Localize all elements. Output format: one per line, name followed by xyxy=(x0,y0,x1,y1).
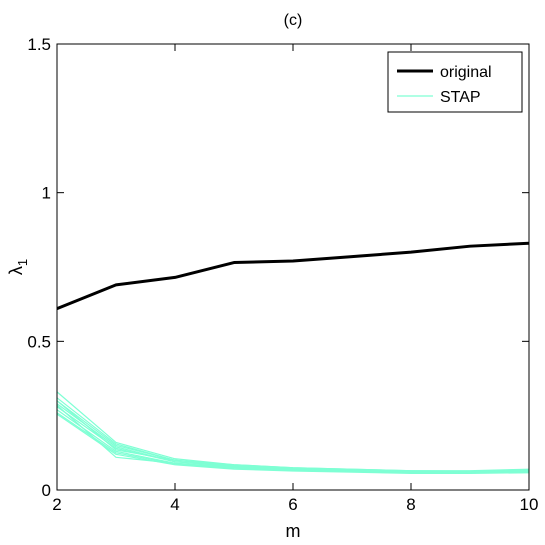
legend-label-stap: STAP xyxy=(440,89,481,106)
x-tick-label: 4 xyxy=(170,495,179,514)
chart-title: (c) xyxy=(284,12,303,29)
series-stap-line xyxy=(56,413,530,474)
y-axis-label-subscript: 1 xyxy=(15,259,30,266)
x-tick-label: 6 xyxy=(288,495,297,514)
x-tick-label: 10 xyxy=(520,495,539,514)
series-stap-line xyxy=(56,404,530,474)
legend-label-original: original xyxy=(440,64,492,81)
y-tick-label: 0.5 xyxy=(27,332,51,351)
x-tick-label: 8 xyxy=(406,495,415,514)
series-stap-line xyxy=(56,406,530,473)
y-tick-label: 1 xyxy=(42,184,51,203)
series-stap-line xyxy=(56,409,530,474)
x-axis-label: m xyxy=(286,521,301,541)
y-tick-label: 0 xyxy=(42,481,51,500)
x-tick-label: 2 xyxy=(52,495,61,514)
series-original-line xyxy=(56,241,530,311)
y-axis-label-main: λ xyxy=(6,266,26,275)
series-layer xyxy=(56,241,530,474)
series-stap-line xyxy=(56,403,530,473)
legend-box xyxy=(387,51,523,113)
legend: original STAP xyxy=(387,51,523,113)
y-tick-label: 1.5 xyxy=(27,35,51,54)
y-axis-label: λ1 xyxy=(6,259,30,275)
series-stap-line xyxy=(56,400,530,473)
series-stap-line xyxy=(56,397,530,472)
axes-frame xyxy=(56,43,530,491)
series-stap-line xyxy=(56,400,530,473)
series-stap-line xyxy=(56,412,530,474)
